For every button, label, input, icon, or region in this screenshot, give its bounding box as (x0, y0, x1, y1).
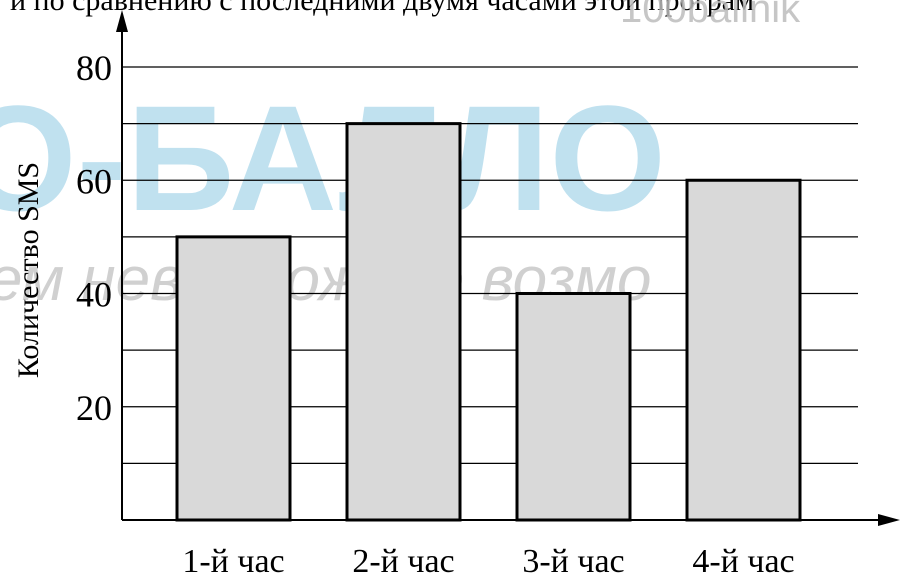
y-axis-label: Количество SMS (12, 162, 45, 378)
bar (685, 178, 802, 522)
y-tick-label: 20 (76, 388, 112, 428)
header-text: и по сравнению с последними двумя часами… (10, 0, 754, 17)
x-tick-label: 3-й час (522, 543, 624, 579)
x-axis-arrow (878, 514, 900, 526)
x-tick-label: 1-й час (182, 543, 284, 579)
y-tick-label: 40 (76, 275, 112, 315)
watermark-logo: О-БАЛЛО (0, 74, 666, 242)
watermark: 100ballnik О-БАЛЛО ем невозможное возмо (0, 0, 801, 314)
x-tick-label: 4-й час (692, 543, 794, 579)
bar (175, 235, 292, 522)
x-tick-label: 2-й час (352, 543, 454, 579)
y-tick-label: 80 (76, 48, 112, 88)
axes (116, 10, 900, 526)
y-axis-arrow (116, 10, 128, 32)
bar (345, 122, 462, 522)
x-tick-labels: 1-й час 2-й час 3-й час 4-й час (182, 543, 794, 579)
y-tick-label: 60 (76, 161, 112, 201)
watermark-brand: 100ballnik (620, 0, 801, 31)
bar (515, 292, 632, 522)
y-tick-labels: 20 40 60 80 (76, 48, 112, 428)
